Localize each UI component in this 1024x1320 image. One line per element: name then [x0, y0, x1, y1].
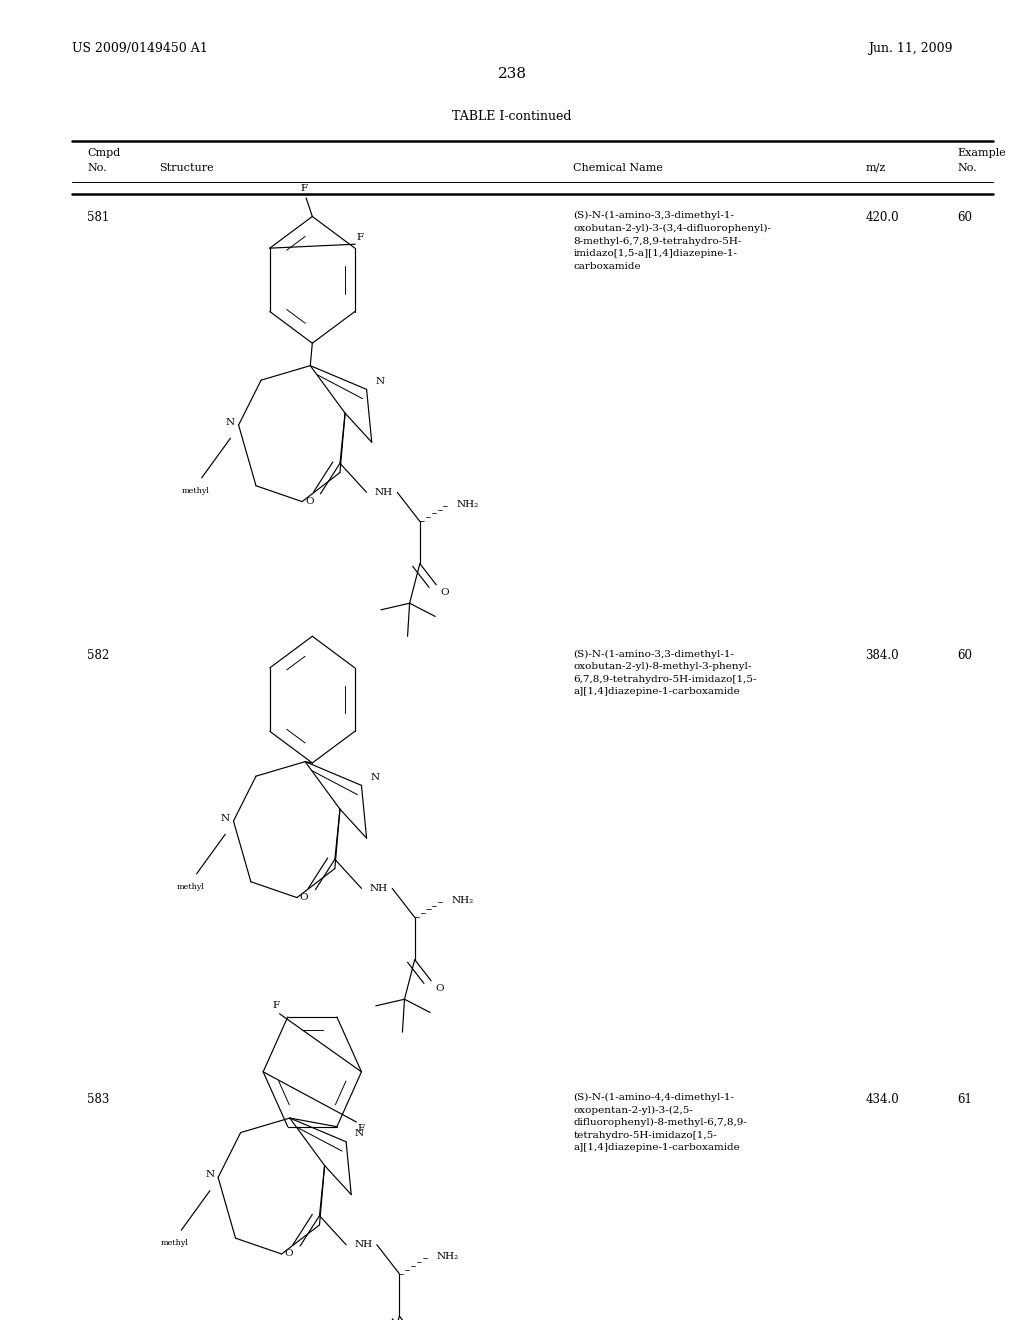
Text: (S)-N-(1-amino-3,3-dimethyl-1-
oxobutan-2-yl)-3-(3,4-difluorophenyl)-
8-methyl-6: (S)-N-(1-amino-3,3-dimethyl-1- oxobutan-…: [573, 211, 771, 271]
Text: N: N: [226, 418, 234, 426]
Text: NH₂: NH₂: [457, 500, 479, 508]
Text: Jun. 11, 2009: Jun. 11, 2009: [867, 42, 952, 55]
Text: Example: Example: [957, 148, 1007, 158]
Text: m/z: m/z: [865, 162, 886, 173]
Text: O: O: [435, 985, 443, 993]
Text: NH: NH: [370, 884, 388, 892]
Text: F: F: [358, 1125, 365, 1133]
Text: 582: 582: [87, 649, 110, 663]
Text: Structure: Structure: [159, 162, 213, 173]
Text: No.: No.: [957, 162, 977, 173]
Text: (S)-N-(1-amino-4,4-dimethyl-1-
oxopentan-2-yl)-3-(2,5-
difluorophenyl)-8-methyl-: (S)-N-(1-amino-4,4-dimethyl-1- oxopentan…: [573, 1093, 748, 1152]
Text: NH: NH: [375, 488, 393, 496]
Text: 581: 581: [87, 211, 110, 224]
Text: F: F: [273, 1002, 280, 1010]
Text: Chemical Name: Chemical Name: [573, 162, 664, 173]
Text: 583: 583: [87, 1093, 110, 1106]
Text: F: F: [357, 234, 364, 242]
Text: Cmpd: Cmpd: [87, 148, 120, 158]
Text: N: N: [355, 1130, 364, 1138]
Text: methyl: methyl: [176, 883, 205, 891]
Text: 420.0: 420.0: [865, 211, 899, 224]
Text: F: F: [301, 185, 307, 193]
Text: 238: 238: [498, 67, 526, 81]
Text: TABLE I-continued: TABLE I-continued: [453, 110, 571, 123]
Text: NH: NH: [354, 1241, 373, 1249]
Text: methyl: methyl: [181, 487, 210, 495]
Text: 384.0: 384.0: [865, 649, 899, 663]
Text: 60: 60: [957, 211, 973, 224]
Text: O: O: [440, 589, 449, 597]
Text: O: O: [300, 894, 308, 902]
Text: (S)-N-(1-amino-3,3-dimethyl-1-
oxobutan-2-yl)-8-methyl-3-phenyl-
6,7,8,9-tetrahy: (S)-N-(1-amino-3,3-dimethyl-1- oxobutan-…: [573, 649, 757, 696]
Text: 61: 61: [957, 1093, 973, 1106]
Text: O: O: [305, 498, 313, 506]
Text: 434.0: 434.0: [865, 1093, 899, 1106]
Text: No.: No.: [87, 162, 106, 173]
Text: NH₂: NH₂: [436, 1253, 459, 1261]
Text: NH₂: NH₂: [452, 896, 474, 904]
Text: N: N: [221, 814, 229, 822]
Text: N: N: [371, 774, 379, 781]
Text: 60: 60: [957, 649, 973, 663]
Text: US 2009/0149450 A1: US 2009/0149450 A1: [72, 42, 208, 55]
Text: O: O: [285, 1250, 293, 1258]
Text: N: N: [376, 378, 384, 385]
Text: methyl: methyl: [161, 1239, 189, 1247]
Text: N: N: [206, 1171, 214, 1179]
